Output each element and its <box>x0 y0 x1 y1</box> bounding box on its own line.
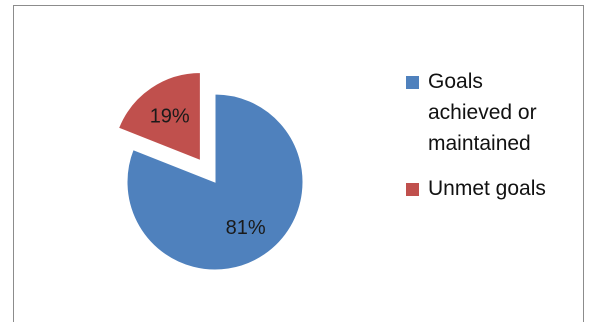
legend-label-goals-achieved-line2: achieved or <box>428 101 537 124</box>
data-label-goals-achieved: 81% <box>226 217 266 239</box>
legend-swatch-goals-achieved <box>406 76 419 89</box>
legend-label-unmet-goals: Unmet goals <box>428 177 546 200</box>
chart-area: 81% 19% Goals achieved or maintained Unm… <box>13 5 584 322</box>
pie-slice-unmet-goals <box>117 71 201 162</box>
data-label-unmet-goals: 19% <box>150 105 190 127</box>
legend-swatch-unmet-goals <box>406 183 419 196</box>
legend-item-goals-achieved: Goals achieved or maintained <box>406 66 586 159</box>
legend-item-unmet-goals: Unmet goals <box>406 173 586 204</box>
legend: Goals achieved or maintained Unmet goals <box>406 66 586 218</box>
pie-slice-goals-achieved <box>126 93 304 271</box>
legend-label-goals-achieved-line1: Goals <box>428 70 483 93</box>
legend-label-goals-achieved-line3: maintained <box>428 132 531 155</box>
pie-chart: 81% 19% <box>117 71 304 271</box>
